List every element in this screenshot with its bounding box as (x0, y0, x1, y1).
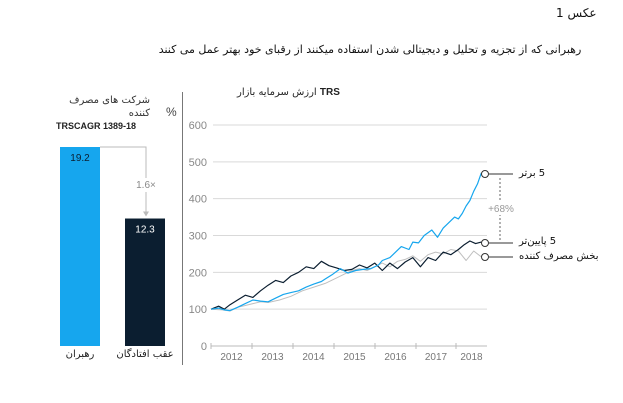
difference-label: +68% (488, 204, 514, 215)
legend-label-top5: 5 برتر (519, 168, 546, 179)
line-chart-title-suffix: TRS (319, 87, 340, 98)
series-line-sector (210, 249, 482, 312)
difference-label-bg (484, 201, 518, 215)
end-marker-leaders (481, 170, 489, 178)
ratio-label-bg (136, 178, 160, 192)
bar-leaders (60, 147, 100, 346)
x-tick-label: 2014 (302, 352, 325, 363)
ratio-label: 1.6× (136, 180, 156, 191)
percent-unit: % (166, 105, 177, 119)
line-series (210, 172, 482, 312)
legend-label-bottom5: 5 پایین‌تر (519, 236, 557, 247)
x-tick-label: 2017 (425, 352, 448, 363)
y-tick-label: 300 (189, 231, 207, 243)
x-tick-label: 2016 (384, 352, 407, 363)
line-chart-title: TRS ارزش سرمایه بازار (237, 87, 340, 98)
x-tick-label: 2015 (343, 352, 366, 363)
series-line-leaders (210, 172, 482, 312)
x-tick-label: 2018 (460, 352, 483, 363)
bar-category-laggards: عقب افتادگان (116, 349, 174, 360)
bar-category-leaders: رهبران (65, 349, 95, 360)
y-tick-label: 0 (201, 341, 207, 353)
y-tick-label: 500 (189, 157, 207, 169)
end-marker-laggards (481, 239, 489, 247)
y-axis-ticks: 0 100 200 300 400 500 600 (189, 120, 207, 353)
line-chart-grid (213, 124, 487, 310)
bar-chart-subtitle: TRSCAGR 1389-18 (56, 121, 137, 131)
y-tick-label: 600 (189, 120, 207, 132)
line-chart-title-text: ارزش سرمایه بازار (237, 87, 317, 98)
bar-value-label-laggards: 12.3 (135, 225, 155, 236)
y-tick-label: 100 (189, 304, 207, 316)
x-tick-label: 2013 (261, 352, 284, 363)
series-line-laggards (210, 240, 482, 310)
bar-laggards (125, 218, 165, 346)
y-tick-label: 400 (189, 194, 207, 206)
series-end-markers (481, 170, 513, 261)
x-axis: 2012 2013 2014 2015 2016 2017 2018 (210, 343, 487, 363)
end-marker-sector (481, 253, 489, 261)
chart-divider (182, 92, 183, 365)
bar-chart-title: شرکت های مصرف کننده TRSCAGR 1389-18 (56, 94, 178, 133)
chart-title: رهبرانی که از تجزیه و تحلیل و دیجیتالی ش… (158, 43, 582, 56)
y-tick-label: 200 (189, 267, 207, 279)
bar-value-label-leaders: 19.2 (70, 153, 90, 164)
figure-label: عکس 1 (556, 6, 597, 20)
legend-label-sector: بخش مصرف کننده (519, 251, 599, 262)
bar-chart-title-text: شرکت های مصرف کننده (69, 95, 150, 119)
x-tick-label: 2012 (220, 352, 243, 363)
ratio-arrow-icon (143, 211, 149, 217)
bar-chart: 19.2 12.3 1.6× (60, 146, 165, 346)
